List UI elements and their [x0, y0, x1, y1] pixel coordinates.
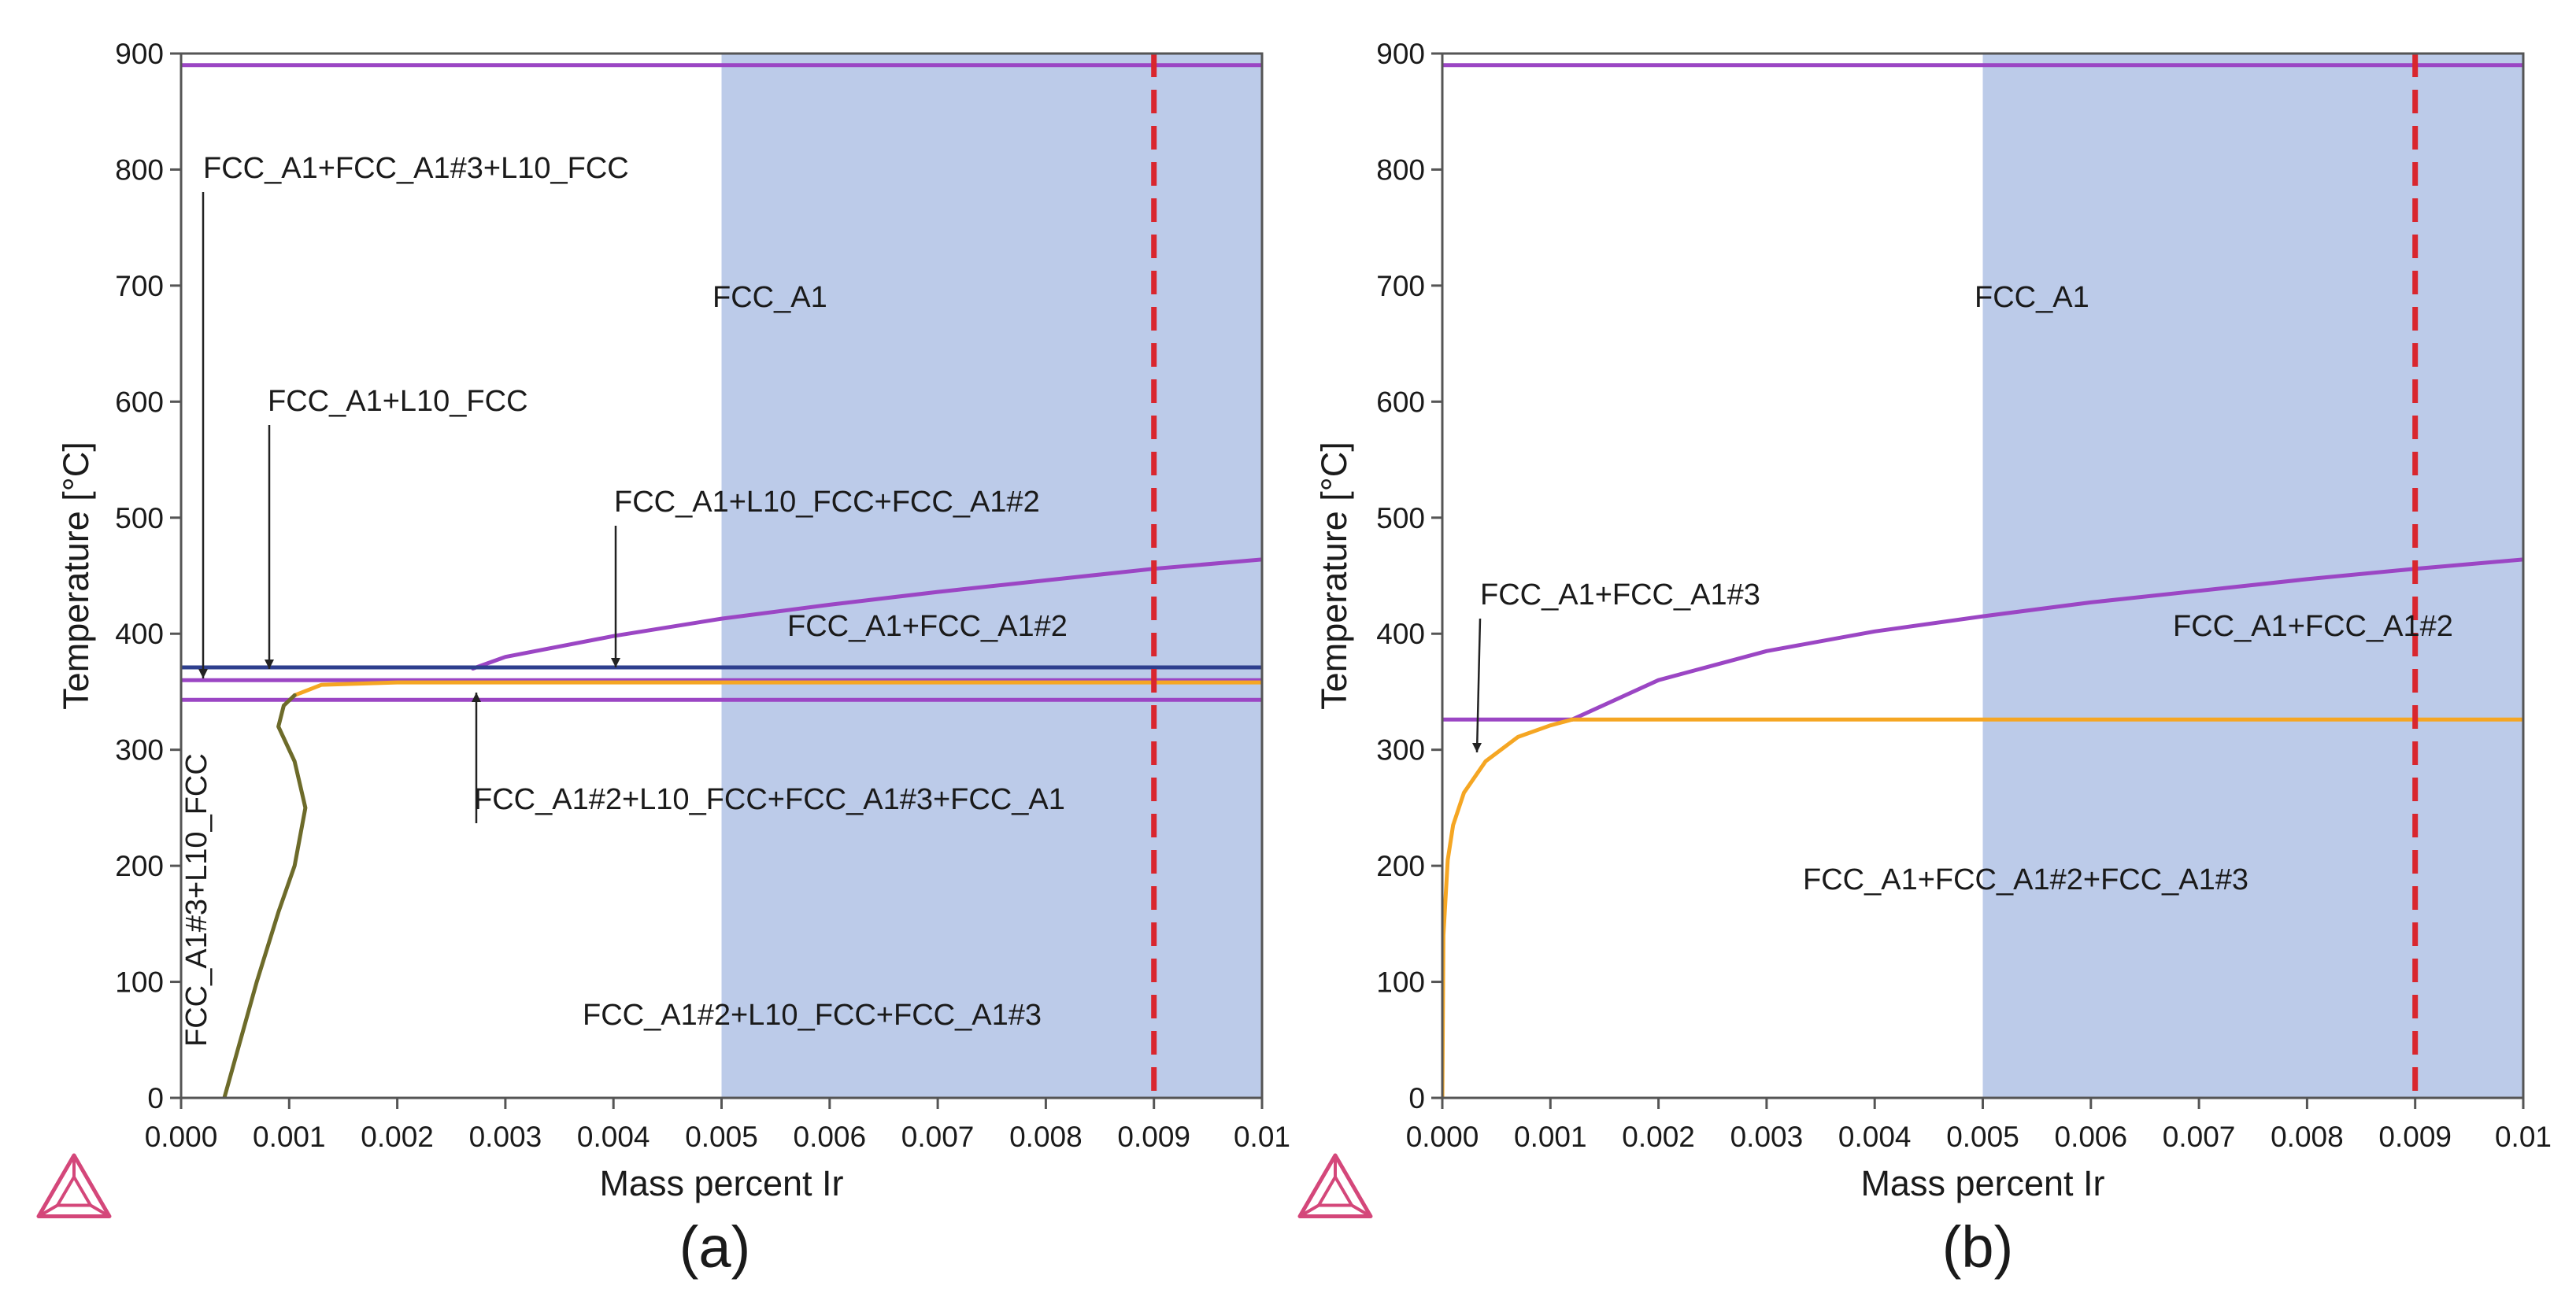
y-tick-label: 800 [1376, 153, 1425, 186]
y-tick-label: 600 [115, 386, 164, 418]
phase-region-label: FCC_A1+FCC_A1#3+L10_FCC [203, 152, 629, 185]
y-tick-label: 700 [115, 270, 164, 302]
phase-region-label: FCC_A1 [1975, 281, 2089, 314]
x-tick-label: 0.005 [1946, 1121, 2019, 1153]
x-tick-label: 0.004 [1838, 1121, 1912, 1153]
annotation-arrowhead [611, 658, 620, 667]
y-tick-label: 900 [1376, 38, 1425, 70]
y-tick-label: 400 [1376, 618, 1425, 650]
annotation-arrowhead [1472, 743, 1482, 752]
plot-lines [181, 63, 1262, 1098]
y-tick-label: 700 [1376, 270, 1425, 302]
x-tick-label: 0.01 [2495, 1121, 2552, 1153]
logo-spoke [1298, 1203, 1320, 1218]
logo-spoke [89, 1203, 111, 1218]
y-tick-label: 400 [115, 618, 164, 650]
x-axis-label: Mass percent Ir [599, 1163, 843, 1203]
x-tick-label: 0.003 [469, 1121, 542, 1153]
phase-region-label: FCC_A1 [712, 281, 827, 314]
phase-region-label: FCC_A1+FCC_A1#3 [1480, 578, 1760, 612]
series-line-6 [222, 693, 308, 1098]
logo-spoke [1350, 1203, 1372, 1218]
phase-region-label: FCC_A1#2+L10_FCC+FCC_A1#3+FCC_A1 [474, 783, 1065, 816]
series-line-3 [1442, 717, 1575, 1098]
phase-region-label: FCC_A1+L10_FCC [268, 385, 528, 418]
y-tick-label: 100 [1376, 966, 1425, 999]
panel-caption: (b) [1942, 1214, 2013, 1280]
annotation-leader-line [1475, 618, 1482, 753]
x-tick-label: 0.000 [1406, 1121, 1479, 1153]
panel-b: 0.000 0.001 0.002 0.003 0.004 0.005 0.006 0.007… [1297, 38, 2552, 1280]
annotation-arrowhead [198, 669, 208, 678]
x-tick-label: 0.002 [361, 1121, 434, 1153]
y-tick-label: 500 [1376, 502, 1425, 534]
x-tick-label: 0.002 [1622, 1121, 1695, 1153]
x-tick-label: 0.006 [794, 1121, 867, 1153]
annotation-arrowhead [472, 693, 481, 702]
x-axis-label: Mass percent Ir [1860, 1163, 2104, 1203]
y-tick-label: 300 [115, 734, 164, 767]
logo-spoke [37, 1203, 59, 1218]
plot-lines [1442, 63, 2523, 1098]
panel-caption: (a) [679, 1214, 750, 1280]
y-axis-label: Temperature [°C] [1314, 442, 1354, 710]
series-line-1 [1570, 557, 2523, 722]
x-tick-label: 0.01 [1234, 1121, 1290, 1153]
phase-region-label: FCC_A1+FCC_A1#2 [787, 610, 1068, 643]
y-tick-label: 0 [1408, 1082, 1425, 1114]
x-tick-label: 0.001 [1514, 1121, 1587, 1153]
series-line-1 [471, 557, 1262, 671]
logo-triangle-outer [1297, 1153, 1373, 1218]
y-axis-label: Temperature [°C] [56, 442, 96, 710]
y-tick-label: 600 [1376, 386, 1425, 418]
y-tick-label: 800 [115, 153, 164, 186]
thermocalc-logo [1297, 1153, 1373, 1218]
x-tick-label: 0.007 [2163, 1121, 2236, 1153]
y-tick-label: 900 [115, 38, 164, 70]
phase-region-label: FCC_A1+FCC_A1#2+FCC_A1#3 [1803, 863, 2248, 896]
y-tick-label: 200 [115, 850, 164, 882]
y-tick-label: 500 [115, 502, 164, 534]
phase-region-label: FCC_A1+FCC_A1#2 [2173, 610, 2453, 643]
series-line-4 [292, 680, 1262, 697]
y-tick-label: 100 [115, 966, 164, 999]
shaded-region [1982, 54, 2523, 1098]
x-tick-label: 0.008 [2271, 1121, 2344, 1153]
y-tick-label: 300 [1376, 734, 1425, 767]
x-tick-label: 0.007 [901, 1121, 975, 1153]
x-tick-label: 0.005 [685, 1121, 758, 1153]
x-tick-label: 0.001 [253, 1121, 326, 1153]
x-tick-label: 0.000 [145, 1121, 218, 1153]
x-tick-label: 0.003 [1730, 1121, 1804, 1153]
x-tick-label: 0.009 [1117, 1121, 1190, 1153]
annotation-arrowhead [265, 660, 274, 669]
phase-region-label: FCC_A1#3+L10_FCC [180, 753, 213, 1047]
y-tick-label: 0 [147, 1082, 164, 1114]
x-tick-label: 0.004 [577, 1121, 650, 1153]
y-tick-label: 200 [1376, 850, 1425, 882]
phase-region-label: FCC_A1+L10_FCC+FCC_A1#2 [614, 486, 1040, 519]
panel-a: 0.000 0.001 0.002 0.003 0.004 0.005 0.006 0.007… [36, 38, 1290, 1280]
logo-triangle-inner [56, 1175, 92, 1207]
shaded-region [721, 54, 1262, 1098]
logo-triangle-inner [1317, 1175, 1353, 1207]
x-tick-label: 0.009 [2378, 1121, 2452, 1153]
logo-triangle-outer [36, 1153, 112, 1218]
x-tick-label: 0.006 [2055, 1121, 2128, 1153]
phase-region-label: FCC_A1#2+L10_FCC+FCC_A1#3 [583, 999, 1042, 1032]
x-tick-label: 0.008 [1009, 1121, 1083, 1153]
thermocalc-logo [36, 1153, 112, 1218]
